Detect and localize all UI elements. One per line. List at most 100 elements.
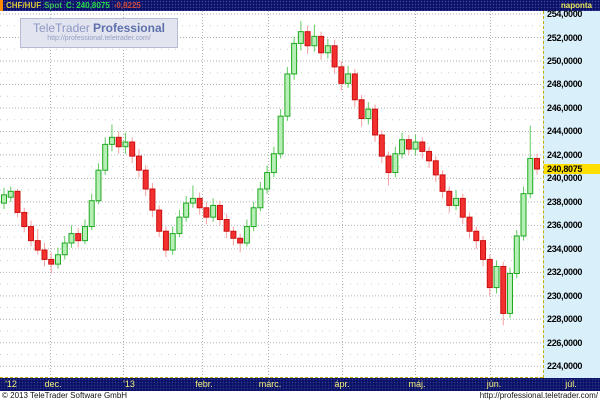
x-tick-label: febr. (195, 379, 213, 389)
candle (216, 204, 223, 221)
candle (378, 134, 385, 157)
x-tick-label: '13 (123, 379, 135, 389)
candle (507, 273, 514, 314)
candle (277, 115, 284, 155)
candle (318, 35, 325, 54)
candle (358, 99, 365, 120)
candle (54, 254, 61, 265)
current-price-tag: 240,8075 (544, 163, 600, 174)
candle (446, 190, 453, 206)
y-tick-label: 230,0000 (547, 290, 583, 301)
candle (480, 240, 487, 260)
candle (372, 108, 379, 136)
candle (466, 216, 473, 232)
candle (264, 172, 271, 190)
candle (237, 237, 244, 244)
candle (439, 174, 446, 192)
candle (156, 209, 163, 232)
candle (473, 230, 480, 242)
last-price: 240,8075 (76, 1, 110, 10)
titlebar-accent-bar (0, 0, 3, 11)
candle (48, 258, 55, 265)
y-tick-label: 228,0000 (547, 314, 583, 325)
candle (486, 258, 493, 289)
candle (149, 188, 156, 211)
candle (324, 45, 331, 54)
candle (385, 155, 392, 174)
y-tick-label: 226,0000 (547, 337, 583, 348)
candle (257, 188, 264, 209)
candle (500, 265, 507, 314)
y-tick-label: 248,0000 (547, 79, 583, 90)
candle (34, 240, 41, 251)
candle (432, 160, 439, 176)
y-tick-label: 236,0000 (547, 220, 583, 231)
candle (21, 211, 28, 228)
candle (527, 157, 534, 195)
candle (196, 197, 203, 209)
candle (399, 139, 406, 155)
candle (81, 226, 88, 242)
candle (270, 153, 277, 174)
candle (108, 136, 115, 145)
candle (520, 193, 527, 237)
candle (183, 202, 190, 218)
chart-plot-area[interactable]: TeleTrader Professional http://profession… (0, 11, 543, 378)
candle (61, 242, 68, 256)
titlebar[interactable]: CHF/HUF Spot C: 240,8075 -0,8225 naponta (0, 0, 600, 11)
x-tick-label: '12 (5, 379, 17, 389)
candle (95, 169, 102, 202)
candle (419, 141, 426, 152)
candle (250, 207, 257, 228)
candle (405, 139, 412, 150)
candle (68, 233, 75, 244)
candle (223, 219, 230, 232)
candle (331, 45, 338, 68)
candle (311, 35, 318, 47)
candle (426, 150, 433, 162)
x-tick-label: ápr. (334, 379, 350, 389)
watermark-url: http://professional.teletrader.com/ (47, 35, 151, 42)
candle (365, 108, 372, 120)
candle (41, 249, 48, 260)
x-tick-label: máj. (408, 379, 426, 389)
candle (284, 73, 291, 117)
candle (14, 190, 21, 213)
y-tick-label: 240,0000 (547, 173, 583, 184)
candle (122, 141, 129, 148)
candle (534, 157, 540, 170)
candle (297, 31, 304, 44)
candle (493, 265, 500, 289)
y-tick-label: 244,0000 (547, 126, 583, 137)
candle (162, 230, 169, 251)
candle (169, 233, 176, 251)
price-axis[interactable]: 254,0000 252,0000 250,0000 248,0000 246,0000… (543, 9, 600, 378)
candle (7, 190, 14, 198)
candle (291, 42, 298, 75)
footer-url: http://professional.teletrader.com/ (479, 391, 598, 400)
candle (142, 169, 149, 190)
candle (338, 66, 345, 84)
candle (129, 141, 136, 157)
candle (75, 233, 82, 242)
candle (230, 230, 237, 239)
y-tick-label: 232,0000 (547, 267, 583, 278)
y-tick-label: 242,0000 (547, 149, 583, 160)
y-tick-label: 250,0000 (547, 56, 583, 66)
candlestick-canvas[interactable] (0, 11, 543, 378)
y-tick-label: 238,0000 (547, 196, 583, 207)
candle (135, 155, 142, 171)
time-axis[interactable]: '12 dec. '13 febr. márc. ápr. máj. jún. júl. (0, 378, 600, 391)
x-tick-label: jún. (486, 379, 502, 389)
candle (176, 216, 183, 235)
candle (453, 197, 460, 206)
candle (189, 197, 196, 204)
y-tick-label: 254,0000 (547, 9, 583, 20)
candle (304, 31, 311, 47)
candle (392, 153, 399, 174)
candle (345, 73, 352, 84)
symbol-label: CHF/HUF (6, 1, 42, 10)
x-tick-label: márc. (258, 379, 282, 389)
candle (243, 226, 250, 244)
